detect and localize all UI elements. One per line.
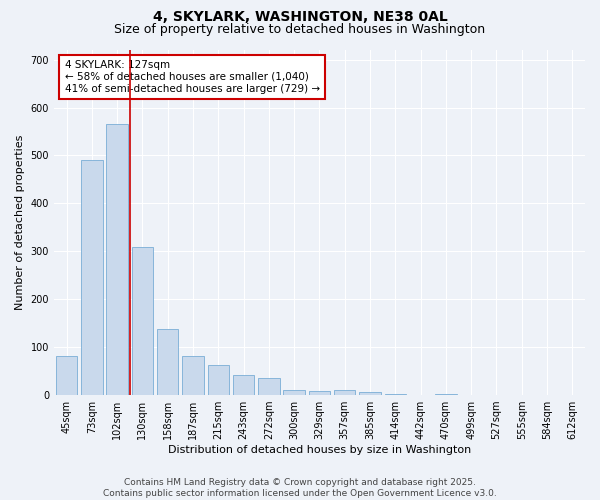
- Bar: [81, 160, 103, 395]
- Bar: [334, 390, 355, 395]
- Text: 4, SKYLARK, WASHINGTON, NE38 0AL: 4, SKYLARK, WASHINGTON, NE38 0AL: [152, 10, 448, 24]
- Bar: [385, 394, 406, 395]
- Bar: [258, 378, 280, 395]
- Y-axis label: Number of detached properties: Number of detached properties: [15, 135, 25, 310]
- Text: 4 SKYLARK: 127sqm
← 58% of detached houses are smaller (1,040)
41% of semi-detac: 4 SKYLARK: 127sqm ← 58% of detached hous…: [65, 60, 320, 94]
- Bar: [131, 248, 153, 395]
- Bar: [283, 390, 305, 395]
- Bar: [56, 356, 77, 395]
- Bar: [208, 365, 229, 395]
- Text: Size of property relative to detached houses in Washington: Size of property relative to detached ho…: [115, 22, 485, 36]
- Bar: [435, 394, 457, 395]
- X-axis label: Distribution of detached houses by size in Washington: Distribution of detached houses by size …: [168, 445, 471, 455]
- Bar: [182, 356, 204, 395]
- Bar: [309, 391, 330, 395]
- Bar: [157, 329, 178, 395]
- Text: Contains HM Land Registry data © Crown copyright and database right 2025.
Contai: Contains HM Land Registry data © Crown c…: [103, 478, 497, 498]
- Bar: [106, 124, 128, 395]
- Bar: [233, 375, 254, 395]
- Bar: [359, 392, 381, 395]
